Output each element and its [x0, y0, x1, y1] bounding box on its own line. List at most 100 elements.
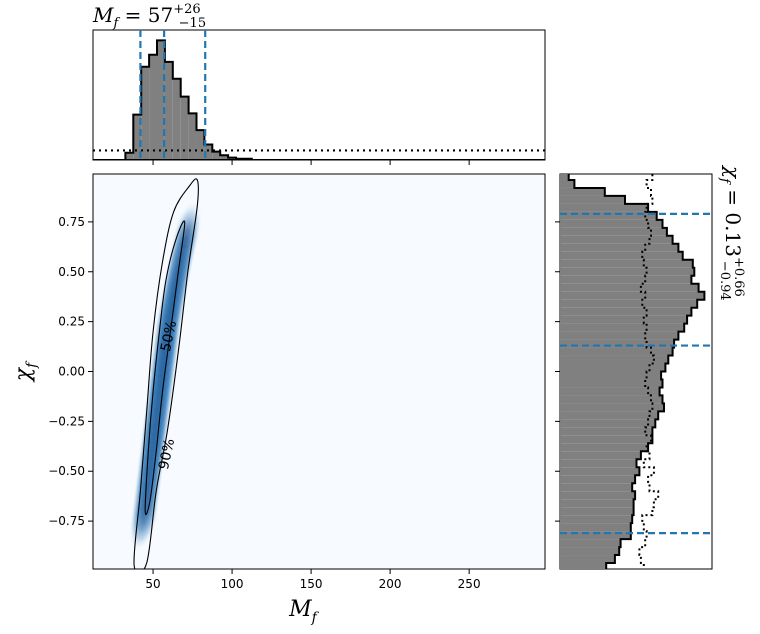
top-hist-bar	[188, 113, 197, 160]
right-hist-bar	[560, 363, 666, 372]
top-hist-bar	[220, 155, 229, 160]
contour-label-50: 50%	[158, 319, 180, 353]
top-histogram	[93, 39, 545, 160]
right-hist-bar	[560, 235, 673, 244]
right-hist-bar	[560, 355, 669, 364]
right-hist-bar	[560, 435, 653, 444]
y-tick-label: −0.75	[48, 514, 85, 528]
x-tick-label: 50	[145, 577, 160, 591]
right-hist-bar	[560, 467, 640, 476]
x-tick-label: 150	[300, 577, 323, 591]
right-hist-bar	[560, 403, 664, 412]
top-hist-bar	[141, 66, 150, 160]
top-hist-bar	[133, 114, 142, 160]
right-hist-bar	[560, 499, 634, 508]
right-hist-bar	[560, 227, 667, 236]
right-hist-bar	[560, 555, 615, 564]
right-credible-lines	[560, 212, 712, 535]
right-hist-bar	[560, 211, 657, 220]
right-hist-bar	[560, 275, 692, 284]
right-hist-bar	[560, 507, 634, 516]
right-hist-bar	[560, 243, 679, 252]
y-tick-label: −0.25	[48, 414, 85, 428]
right-hist-bar	[560, 483, 633, 492]
right-hist-bar	[560, 195, 625, 204]
right-hist-bar	[560, 174, 569, 180]
top-marginal-panel: Mf = 57+26 −15	[92, 2, 546, 165]
right-hist-bar	[560, 395, 663, 404]
right-hist-bar	[560, 203, 649, 212]
right-hist-bar	[560, 283, 699, 292]
right-hist-bar	[560, 419, 656, 428]
y-tick-label: 0.00	[58, 365, 85, 379]
right-marginal-ticks	[555, 221, 560, 522]
right-hist-bar	[560, 307, 692, 316]
right-hist-bar	[560, 459, 637, 468]
right-hist-bar	[560, 411, 659, 420]
right-hist-bar	[560, 187, 605, 196]
right-hist-bar	[560, 331, 679, 340]
y-tick-label: 0.75	[58, 215, 85, 229]
contour-90	[133, 178, 199, 569]
y-axis-label: χf	[11, 360, 40, 383]
right-hist-bar	[560, 523, 631, 532]
top-hist-bar	[125, 152, 134, 160]
right-marginal-title: χf = 0.13+0.66−0.94	[717, 164, 746, 301]
density-heatmap	[129, 200, 203, 551]
x-axis-label: Mf	[288, 597, 320, 626]
y-tick-label: −0.50	[48, 464, 85, 478]
right-hist-bar	[560, 451, 641, 460]
right-hist-bar	[560, 371, 662, 380]
right-hist-bar	[560, 251, 683, 260]
top-hist-bar	[212, 151, 221, 160]
right-hist-bar	[560, 387, 660, 396]
right-marginal-panel: χf = 0.13+0.66−0.94	[555, 164, 746, 570]
top-hist-bar	[149, 54, 158, 160]
contour-lines	[133, 178, 199, 569]
right-prior-outline	[638, 174, 660, 569]
top-hist-bar	[180, 96, 189, 160]
right-hist-bar	[560, 267, 695, 276]
top-hist-bar	[196, 130, 205, 160]
top-hist-outline	[124, 39, 260, 160]
right-hist-bar	[560, 547, 620, 556]
right-hist-bar	[560, 291, 705, 300]
top-hist-bar	[164, 61, 173, 160]
contour-label-90: 90%	[156, 437, 178, 471]
right-hist-bar	[560, 475, 636, 484]
top-hist-bar	[204, 144, 213, 160]
right-hist-bar	[560, 179, 575, 188]
x-tick-label: 200	[379, 577, 402, 591]
contour-50	[144, 220, 186, 516]
x-tick-label: 100	[221, 577, 244, 591]
right-hist-bar	[560, 491, 636, 500]
y-tick-label: 0.50	[58, 265, 85, 279]
joint-x-ticks: 50 100 150 200 250	[145, 569, 481, 591]
right-hist-bar	[560, 315, 688, 324]
top-marginal-title: Mf = 57+26 −15	[92, 2, 206, 31]
right-hist-bar	[560, 339, 675, 348]
density-cell	[173, 200, 203, 260]
right-hist-bar	[560, 219, 663, 228]
y-tick-label: 0.25	[58, 315, 85, 329]
top-hist-bar	[228, 157, 237, 160]
right-hist-bar	[560, 323, 685, 332]
right-hist-bar	[560, 259, 693, 268]
right-hist-outline	[567, 174, 706, 569]
right-hist-bar	[560, 563, 607, 569]
right-hist-bar	[560, 347, 673, 356]
right-hist-bar	[560, 299, 698, 308]
joint-y-ticks: −0.75 −0.50 −0.25 0.00 0.25 0.50 0.75	[48, 215, 93, 528]
top-marginal-ticks	[152, 160, 470, 165]
top-hist-bar	[157, 40, 165, 160]
right-hist-bar	[560, 443, 649, 452]
top-hist-bar	[172, 78, 181, 160]
right-hist-bar	[560, 427, 653, 436]
x-tick-label: 250	[458, 577, 481, 591]
right-hist-bar	[560, 531, 631, 540]
right-hist-bar	[560, 379, 663, 388]
right-hist-bar	[560, 539, 621, 548]
joint-panel: 50 100 150 200 250 −0.75 −0.50 −0.25 0.00 0.25 0.…	[11, 173, 546, 626]
right-histogram	[560, 174, 706, 569]
